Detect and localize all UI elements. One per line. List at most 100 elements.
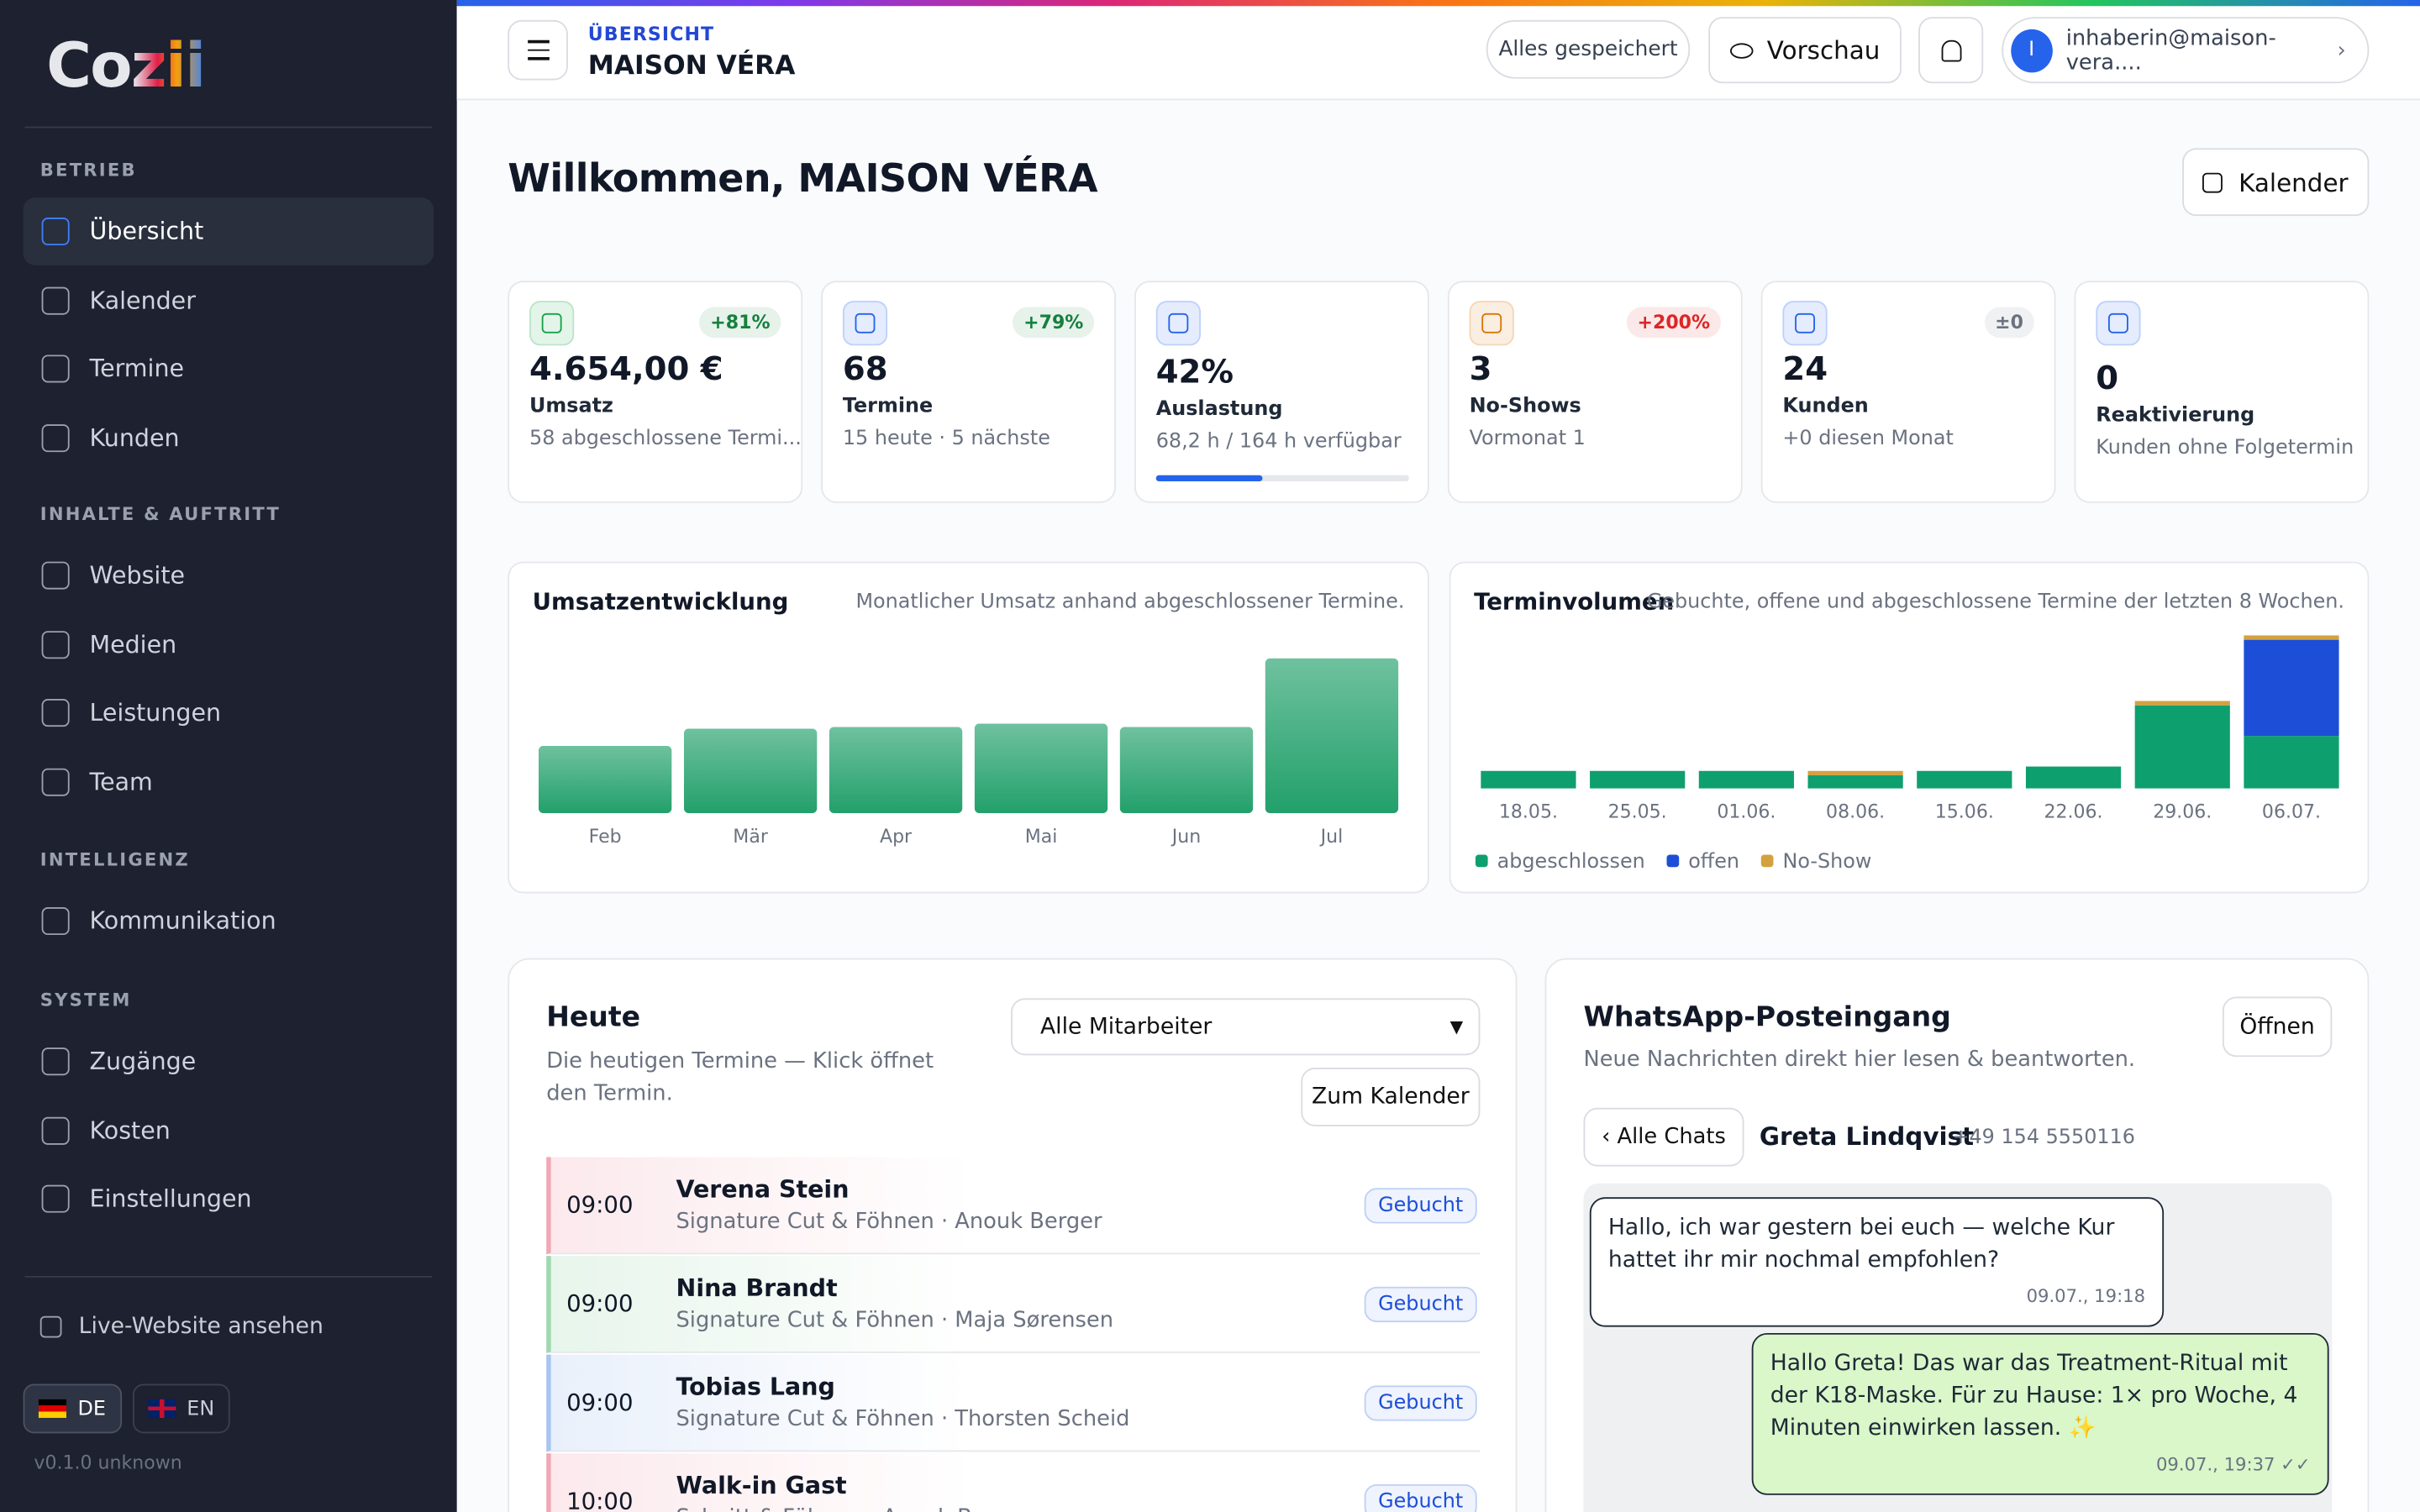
nav-icon <box>41 1185 70 1214</box>
appointment-row[interactable]: 10:00 Walk-in Gast Schnitt & Föhnen · Anou… <box>546 1453 1481 1512</box>
nav-item[interactable]: Übersicht <box>23 197 434 265</box>
bar-sheen <box>1265 658 1399 813</box>
nav-item[interactable]: Kunden <box>24 404 434 472</box>
message-outgoing: Hallo Greta! Das war das Treatment-Ritua… <box>1751 1332 2329 1495</box>
x-tick-label: Mär <box>733 827 769 848</box>
x-tick-label: 25.05. <box>1608 801 1667 822</box>
nav-item[interactable]: Kalender <box>24 266 434 334</box>
divider <box>24 126 433 129</box>
nav-item[interactable]: Kosten <box>24 1096 434 1164</box>
appointment-time: 10:00 <box>566 1487 634 1512</box>
nav-item[interactable]: Kommunikation <box>24 887 434 955</box>
nav-item[interactable]: Leistungen <box>24 680 434 748</box>
lang-button[interactable]: EN <box>132 1383 230 1434</box>
bar-sheen <box>683 728 818 813</box>
appointment-row[interactable]: 09:00 Nina Brandt Signature Cut & Föhnen ·… <box>546 1256 1481 1353</box>
kpi-card: 42% Auslastung 68,2 h / 164 h verfügbar <box>1134 281 1429 503</box>
section-title: INHALTE & AUFTRITT <box>39 502 281 525</box>
volume-card: Terminvolumen Gebuchte, offene und abges… <box>1449 561 2370 894</box>
kpi-label: Umsatz <box>529 395 613 418</box>
back-button[interactable]: ‹ Alle Chats <box>1583 1107 1744 1167</box>
icon <box>39 1315 62 1338</box>
kpi-icon <box>529 301 575 346</box>
message-time: 09.07., 19:18 <box>2026 1285 2146 1307</box>
nav-item[interactable]: Medien <box>24 611 434 679</box>
kpi-value: 4.654,00 € <box>529 349 723 388</box>
kpi-card: +79% 68 Termine 15 heute · 5 nächste <box>821 281 1116 503</box>
kpi-card: 0 Reaktivierung Kunden ohne Folgetermin <box>2074 281 2370 503</box>
bar-segment <box>2244 635 2339 640</box>
bar-segment <box>1481 770 1576 789</box>
lang-label: EN <box>187 1397 215 1420</box>
legend-label: No-Show <box>1782 849 1871 873</box>
nav-item[interactable]: Team <box>24 748 434 816</box>
x-tick-label: 22.06. <box>2044 801 2102 822</box>
save-status: Alles gespeichert <box>1486 19 1691 79</box>
chart-title: Umsatzentwicklung <box>532 587 789 616</box>
message-time: 09.07., 19:37 ✓✓ <box>2155 1453 2311 1475</box>
chevron: › <box>2337 38 2346 63</box>
kpi-icon-glyph <box>2107 312 2128 333</box>
x-tick-label: 06.07. <box>2262 801 2321 822</box>
legend-swatch <box>1760 854 1774 868</box>
nav-label: Termine <box>89 355 185 384</box>
calendar-button[interactable]: Kalender <box>2182 148 2370 217</box>
kpi-icon <box>1469 301 1514 346</box>
x-tick-label: Jun <box>1171 827 1201 848</box>
live-link-text: Live-Website ansehen <box>78 1314 324 1340</box>
live-link[interactable]: Live-Website ansehen <box>39 1314 324 1340</box>
chevron: ▼ <box>1449 1016 1464 1037</box>
status-badge: Gebucht <box>1364 1385 1477 1421</box>
nav-label: Medien <box>89 630 177 659</box>
legend-swatch <box>1475 854 1488 868</box>
bar-sheen <box>974 723 1108 813</box>
appointment-service: Signature Cut & Föhnen · Anouk Berger <box>676 1210 1102 1235</box>
kpi-label: Termine <box>842 395 934 418</box>
status-badge: Gebucht <box>1364 1483 1477 1512</box>
to-calendar-button[interactable]: Zum Kalender <box>1301 1068 1481 1126</box>
nav-label: Kunden <box>89 424 180 453</box>
kpi-icon-glyph <box>541 312 562 333</box>
legend-label: offen <box>1688 849 1739 873</box>
preview-button[interactable]: Vorschau <box>1708 17 1902 84</box>
nav-label: Übersicht <box>89 217 204 246</box>
bar-segment <box>1590 770 1686 789</box>
nav-item[interactable]: Zugänge <box>24 1027 434 1095</box>
icon <box>527 57 549 60</box>
kpi-card: +81% 4.654,00 € Umsatz 58 abgeschlossene Te… <box>508 281 803 503</box>
lang-button[interactable]: DE <box>23 1383 123 1434</box>
message-thread: Hallo, ich war gestern bei euch — welche… <box>1583 1183 2333 1512</box>
open-button[interactable]: Öffnen <box>2222 996 2333 1058</box>
appointment-row[interactable]: 09:00 Verena Stein Signature Cut & Föhnen … <box>546 1157 1481 1255</box>
nav-item[interactable]: Website <box>24 542 434 610</box>
top-accent <box>456 0 2420 7</box>
x-tick-label: 08.06. <box>1826 801 1885 822</box>
appointment-row[interactable]: 09:00 Tobias Lang Signature Cut & Föhnen ·… <box>546 1354 1481 1452</box>
kpi-icon-glyph <box>1481 312 1502 333</box>
staff-filter[interactable]: Alle Mitarbeiter ▼ <box>1011 998 1481 1056</box>
user-email: inhaberin@maison-vera.... <box>2065 25 2276 76</box>
message-text: Hallo Greta! Das war das Treatment-Ritua… <box>1770 1351 2298 1441</box>
kpi-sub: Kunden ohne Folgetermin <box>2096 436 2354 460</box>
menu-button[interactable] <box>508 19 568 81</box>
nav-item[interactable]: Einstellungen <box>24 1165 434 1233</box>
nav-item[interactable]: Termine <box>24 335 434 403</box>
kpi-badge: +200% <box>1626 307 1721 339</box>
status-badge: Gebucht <box>1364 1286 1477 1323</box>
icon <box>1729 42 1754 58</box>
sidebar: Cozii Live-Website ansehen DE EN v0.1.0 … <box>0 0 457 1512</box>
nav-icon <box>41 630 70 659</box>
flag <box>148 1399 176 1418</box>
kpi-icon <box>2096 301 2141 346</box>
legend-swatch <box>1666 854 1680 868</box>
appointment-time: 09:00 <box>566 1389 634 1417</box>
notifications-button[interactable] <box>1918 17 1984 84</box>
revenue-chart: Feb Mär Apr Mai Jun Jul <box>539 658 1399 848</box>
x-tick-label: 29.06. <box>2153 801 2212 822</box>
bar-segment <box>1807 774 1903 789</box>
user-menu[interactable]: I inhaberin@maison-vera.... › <box>2002 17 2370 84</box>
kpi-icon <box>842 301 888 346</box>
kpi-icon-glyph <box>1795 312 1815 333</box>
appointment-name: Nina Brandt <box>676 1274 838 1303</box>
message-incoming: Hallo, ich war gestern bei euch — welche… <box>1589 1197 2165 1327</box>
